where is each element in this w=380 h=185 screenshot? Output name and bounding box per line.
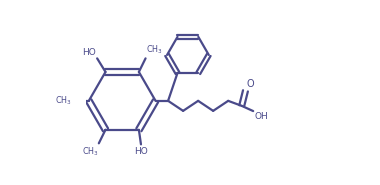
Text: HO: HO <box>135 147 148 156</box>
Text: O: O <box>246 79 254 89</box>
Text: CH$_3$: CH$_3$ <box>146 44 163 56</box>
Text: CH$_3$: CH$_3$ <box>82 145 99 158</box>
Text: CH$_3$: CH$_3$ <box>55 95 72 107</box>
Text: OH: OH <box>254 112 268 121</box>
Text: HO: HO <box>82 48 95 57</box>
